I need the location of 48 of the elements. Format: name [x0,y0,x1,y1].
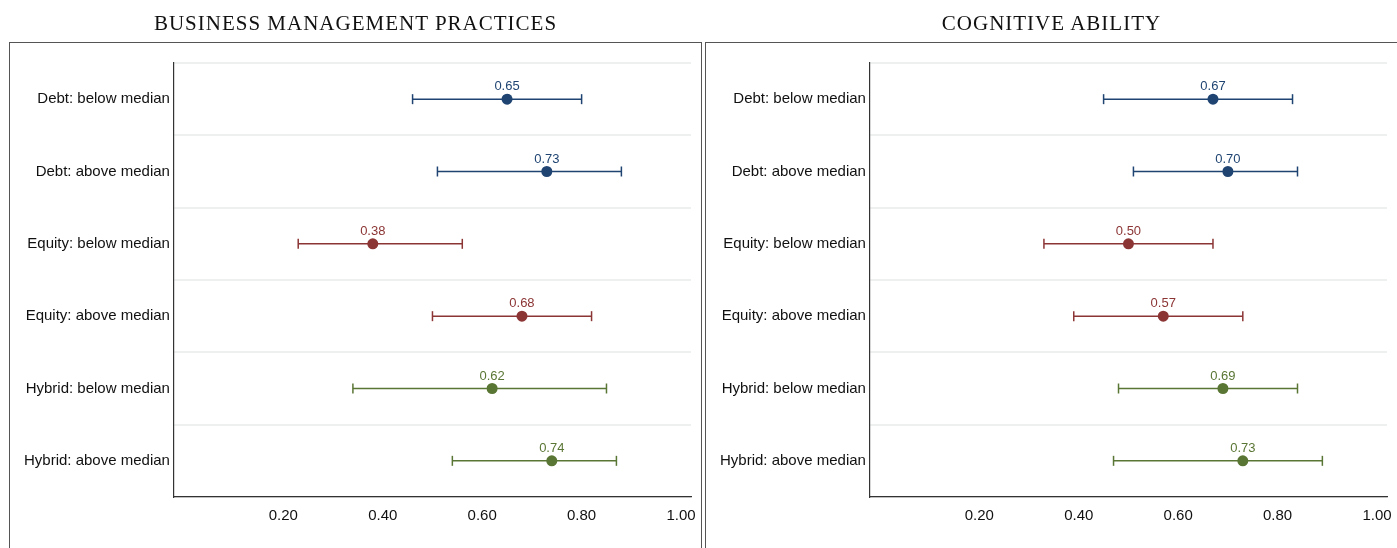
point [1237,455,1249,467]
point [516,310,528,322]
chart-title: BUSINESS MANAGEMENT PRACTICES [152,10,559,37]
data-label: 0.57 [1150,295,1176,311]
y-tick-label: Equity: below median [723,233,866,251]
y-tick-label: Debt: above median [731,161,866,179]
x-tick-label: 0.20 [268,506,298,524]
data-label: 0.70 [1215,150,1241,166]
x-tick-label: 0.60 [467,506,497,524]
point [486,383,498,394]
point [501,93,513,105]
chart-title: COGNITIVE ABILITY [940,10,1163,37]
data-label: 0.67 [1200,78,1226,94]
x-tick-label: 0.80 [567,506,597,524]
x-tick-label: 1.00 [1362,506,1392,524]
data-label: 0.68 [509,295,535,311]
point [1217,383,1229,394]
data-label: 0.38 [360,222,386,238]
data-label: 0.73 [534,150,560,166]
point [1222,166,1234,177]
x-tick-label: 0.20 [964,506,994,524]
x-tick-label: 1.00 [666,506,696,524]
point [1207,93,1219,105]
x-tick-label: 0.40 [1064,506,1094,524]
data-label: 0.74 [539,439,565,455]
y-tick-label: Debt: below median [733,89,866,107]
x-tick-label: 0.80 [1263,506,1293,524]
point [367,238,379,250]
data-label: 0.62 [479,367,505,383]
y-tick-label: Equity: above median [25,306,170,324]
data-label: 0.50 [1115,222,1142,238]
y-tick-label: Equity: above median [721,306,866,324]
data-label: 0.73 [1230,439,1256,455]
y-tick-label: Debt: above median [35,161,170,179]
x-tick-label: 0.60 [1163,506,1193,524]
point [546,455,558,467]
y-tick-label: Hybrid: above median [719,450,866,468]
y-tick-label: Hybrid: below median [25,378,170,396]
y-tick-label: Equity: below median [27,233,170,251]
data-label: 0.69 [1210,367,1236,383]
point [1157,310,1169,322]
point [1122,238,1134,250]
y-tick-label: Hybrid: above median [23,450,170,468]
data-label: 0.65 [494,78,520,94]
y-tick-label: Hybrid: below median [721,378,866,396]
x-tick-label: 0.40 [368,506,398,524]
y-tick-label: Debt: below median [37,89,170,107]
point [541,166,553,177]
